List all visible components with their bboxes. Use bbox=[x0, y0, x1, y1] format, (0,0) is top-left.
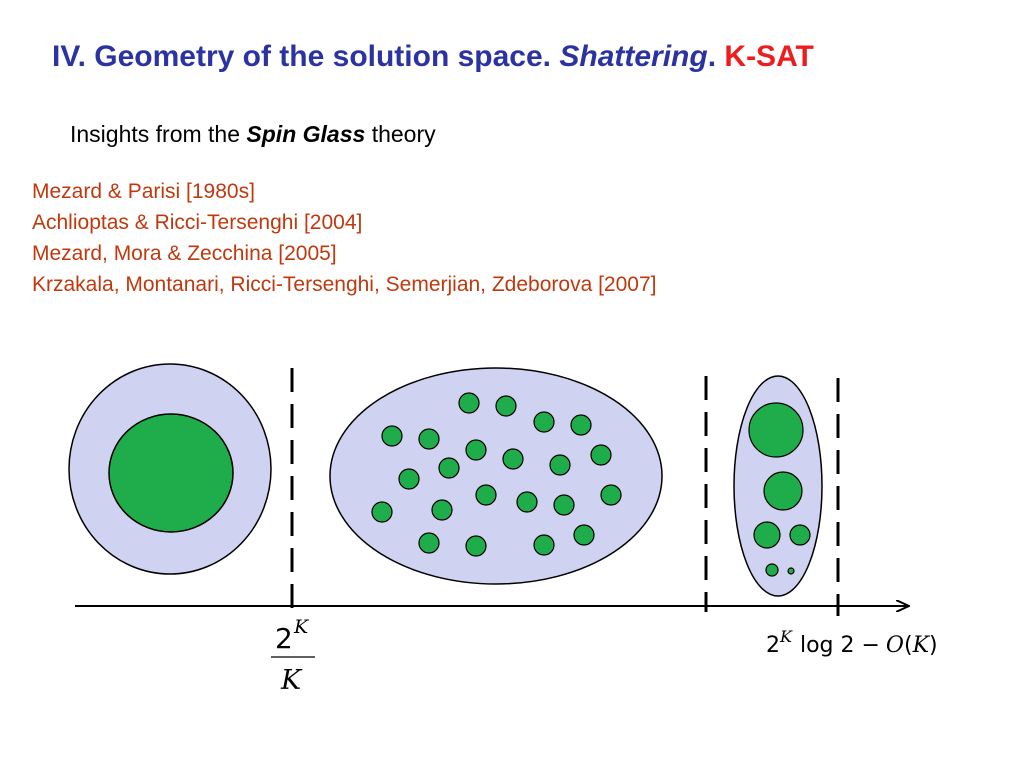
cluster bbox=[763, 471, 803, 511]
threshold-label-2: 2K log 2− O(K) bbox=[766, 627, 938, 658]
cluster bbox=[371, 501, 393, 523]
threshold2-close-paren: ) bbox=[929, 633, 938, 658]
threshold1-denominator: K bbox=[280, 665, 303, 696]
cluster bbox=[398, 468, 420, 490]
threshold2-base: 2 bbox=[766, 633, 780, 658]
cluster bbox=[533, 411, 555, 433]
subtitle-after: theory bbox=[371, 121, 436, 147]
cluster bbox=[753, 521, 781, 549]
cluster bbox=[533, 534, 555, 556]
cluster bbox=[787, 567, 795, 575]
threshold2-K: K bbox=[912, 633, 931, 658]
title-shattering: Shattering bbox=[559, 40, 708, 73]
cluster bbox=[431, 499, 453, 521]
cluster bbox=[570, 414, 592, 436]
title-ksat: K-SAT bbox=[724, 40, 814, 73]
threshold2-open-paren: ( bbox=[904, 633, 913, 658]
reference-item: Krzakala, Montanari, Ricci-Tersenghi, Se… bbox=[32, 273, 657, 296]
cluster bbox=[748, 402, 804, 458]
title-main: IV. Geometry of the solution space. bbox=[52, 40, 552, 73]
cluster bbox=[381, 425, 403, 447]
threshold1-numerator-base: 2 bbox=[275, 622, 293, 655]
reference-item: Mezard & Parisi [1980s] bbox=[32, 180, 255, 203]
cluster bbox=[458, 392, 480, 414]
reference-item: Achlioptas & Ricci-Tersenghi [2004] bbox=[32, 211, 363, 234]
threshold2-minus: − bbox=[861, 633, 879, 658]
slide-title: IV. Geometry of the solution space. Shat… bbox=[52, 40, 814, 74]
cluster bbox=[475, 484, 497, 506]
cluster bbox=[418, 532, 440, 554]
threshold2-exponent: K bbox=[779, 627, 793, 646]
cluster bbox=[516, 491, 538, 513]
cluster bbox=[465, 439, 487, 461]
cluster-group-phase-3 bbox=[748, 402, 811, 577]
cluster bbox=[573, 524, 595, 546]
threshold1-numerator-exponent: K bbox=[293, 616, 310, 638]
cluster bbox=[553, 494, 575, 516]
cluster bbox=[495, 395, 517, 417]
subtitle-spin-glass: Spin Glass bbox=[246, 121, 366, 147]
subtitle-before: Insights from the bbox=[70, 121, 241, 147]
reference-list: Mezard & Parisi [1980s] Achlioptas & Ric… bbox=[32, 176, 656, 300]
threshold-label-1: 2 K K bbox=[271, 616, 315, 696]
cluster-giant bbox=[108, 413, 234, 533]
cluster bbox=[418, 428, 440, 450]
cluster bbox=[465, 535, 487, 557]
cluster bbox=[549, 454, 571, 476]
reference-item: Mezard, Mora & Zecchina [2005] bbox=[32, 242, 337, 265]
title-period: . bbox=[707, 40, 717, 73]
threshold2-O: O bbox=[886, 633, 904, 658]
cluster-group-phase-2 bbox=[371, 392, 622, 557]
cluster bbox=[789, 524, 811, 546]
solution-space-phase-2 bbox=[329, 367, 663, 585]
subtitle: Insights from the Spin Glass theory bbox=[70, 121, 436, 148]
cluster bbox=[765, 563, 779, 577]
threshold2-log: log 2 bbox=[800, 633, 855, 658]
cluster bbox=[600, 484, 622, 506]
cluster bbox=[502, 448, 524, 470]
cluster bbox=[590, 444, 612, 466]
cluster bbox=[438, 457, 460, 479]
